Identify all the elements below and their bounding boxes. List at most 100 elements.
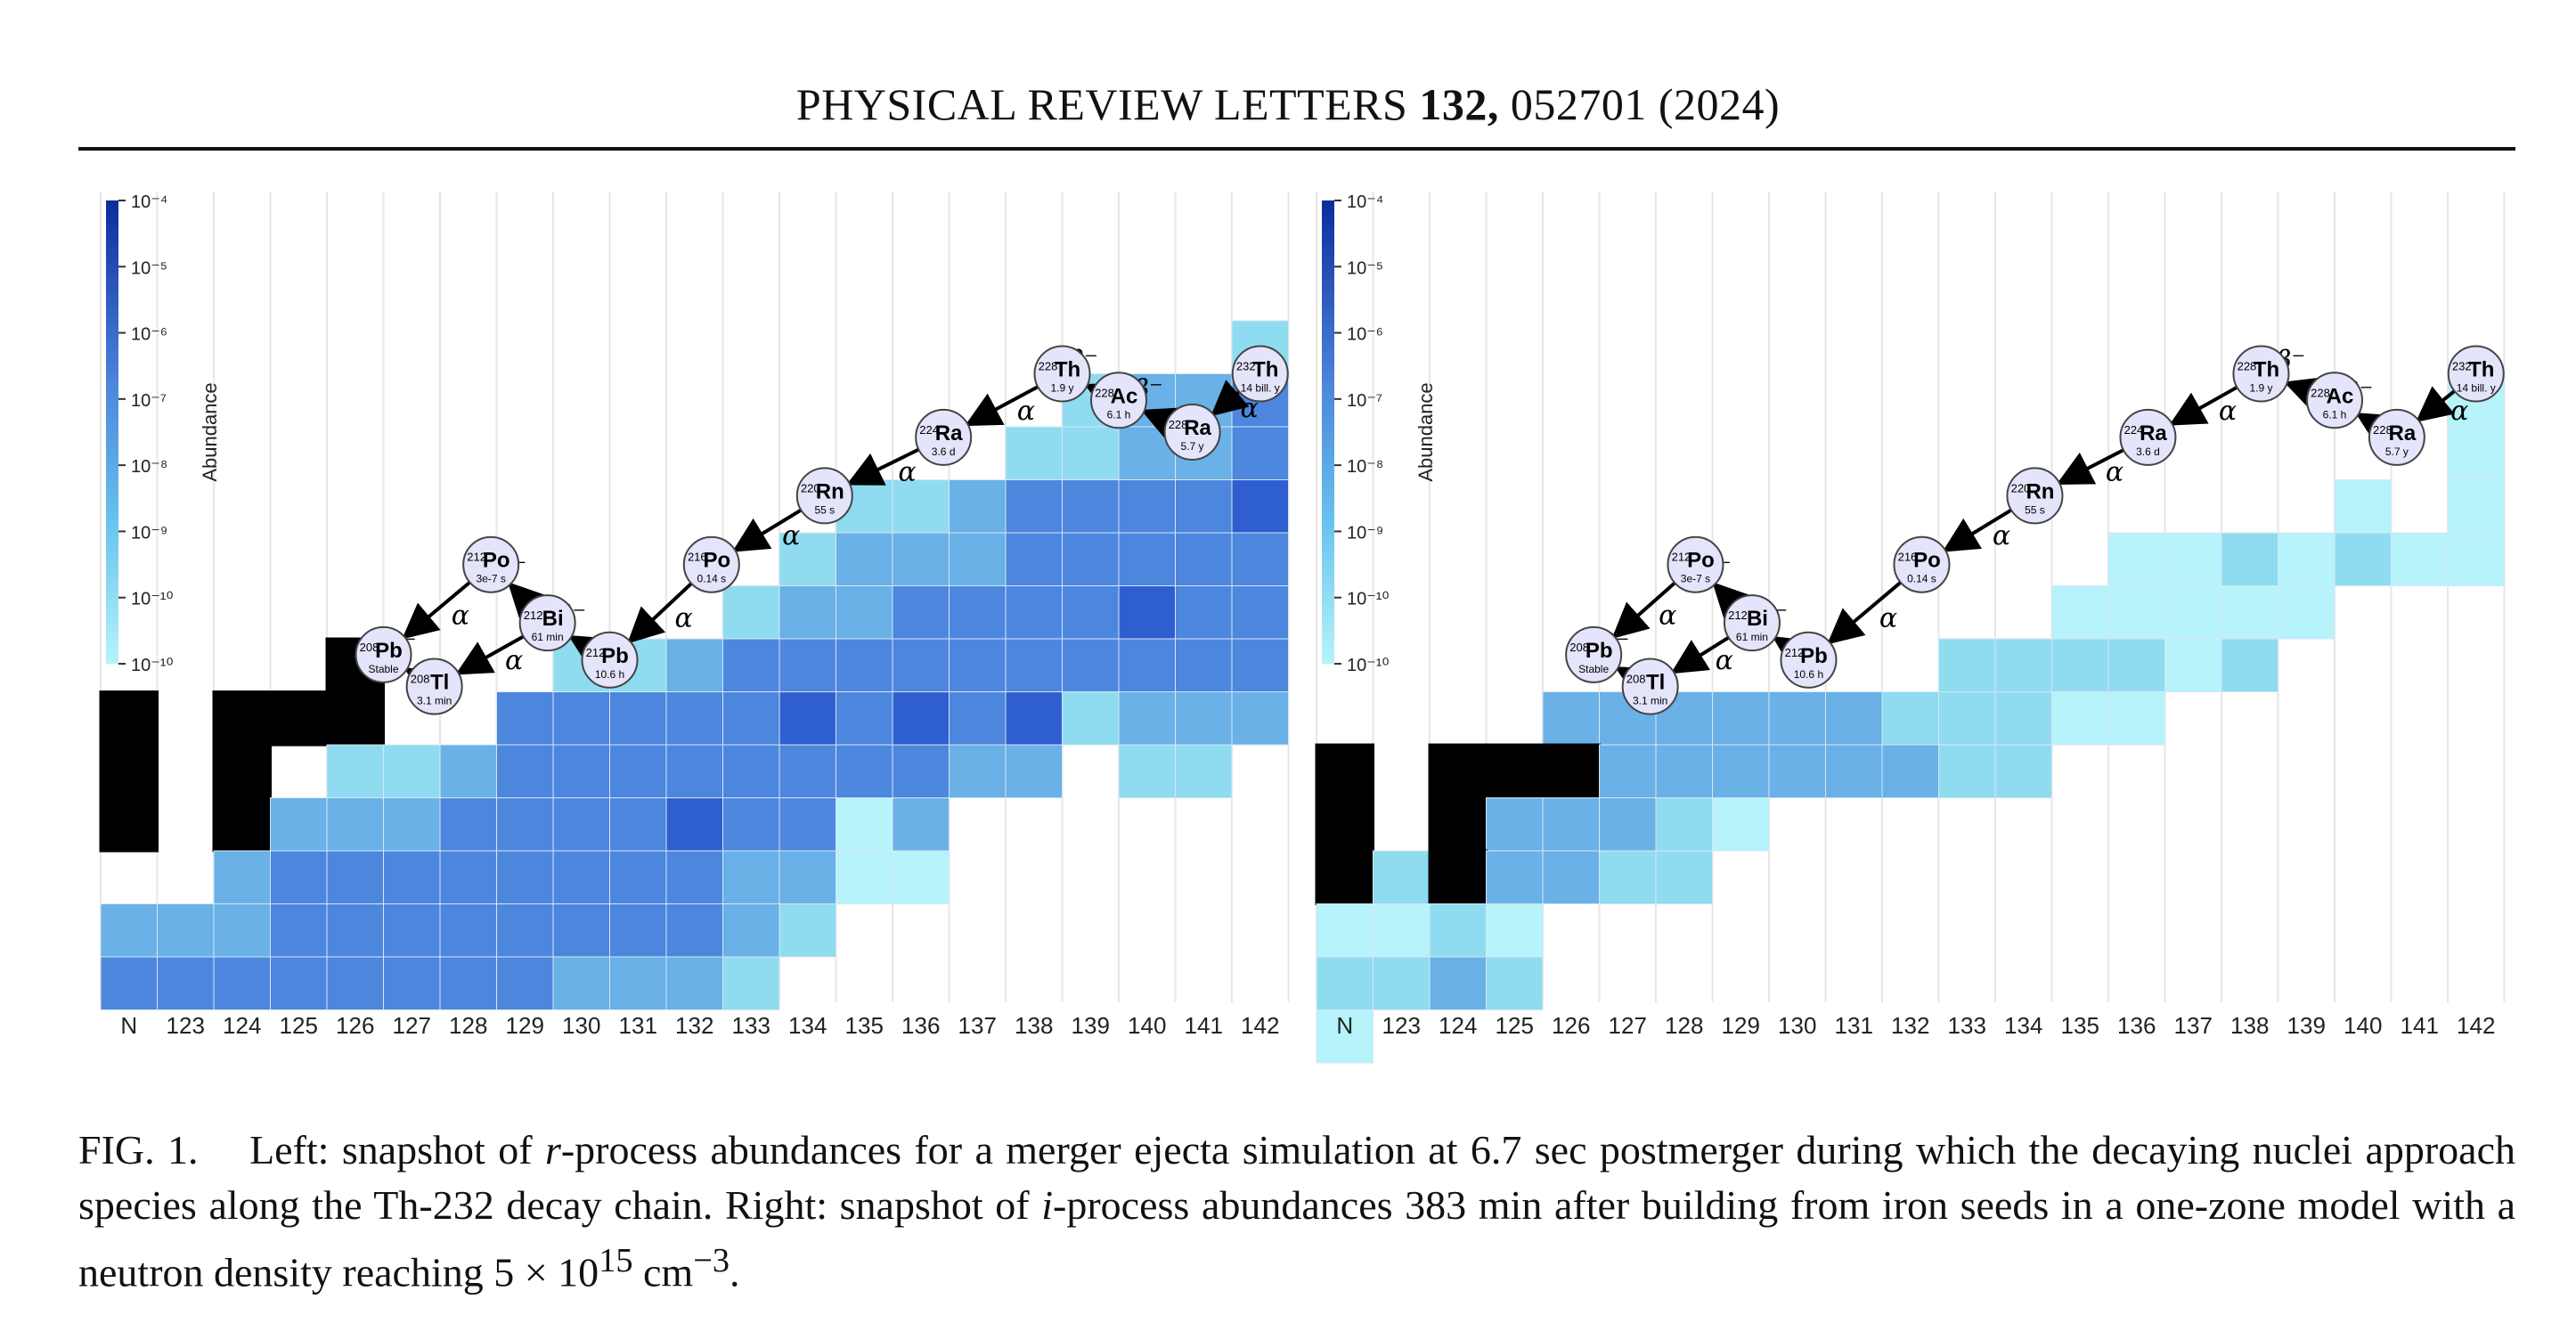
decay-arrow [2283, 377, 2324, 412]
nucleus-halflife: 3.1 min [1633, 695, 1667, 707]
x-tick-label: 137 [958, 1012, 997, 1039]
x-tick-label: 124 [223, 1012, 261, 1039]
alpha-label: α [898, 457, 916, 488]
abundance-cell [99, 743, 159, 799]
abundance-cell [665, 691, 723, 746]
x-tick-label: 136 [901, 1012, 940, 1039]
abundance-cell [2051, 638, 2109, 692]
colorbar-label: Abundance [199, 382, 221, 481]
caption-text-5: . [730, 1249, 740, 1295]
abundance-cell [383, 956, 441, 1010]
nucleus-symbol: Tl [430, 671, 449, 695]
colorbar-tick-label: 10⁻⁴ [1347, 192, 1383, 212]
abundance-cell [722, 956, 780, 1010]
abundance-cell [779, 744, 836, 798]
abundance-cell [949, 532, 1007, 586]
abundance-cell [213, 903, 271, 958]
caption-text-3: -process abundances 383 min after buildi… [78, 1182, 2516, 1295]
nucleus-po216 [682, 535, 740, 593]
abundance-cell [1315, 849, 1374, 905]
abundance-cell [100, 903, 158, 958]
alpha-label: α [2219, 396, 2237, 427]
decay-arrow [1670, 635, 1730, 674]
abundance-cell [1175, 691, 1233, 746]
abundance-cell [2164, 585, 2222, 640]
decay-arrow [2355, 413, 2395, 446]
decay-arrow [455, 634, 525, 675]
article-number: 052701 (2024) [1510, 79, 1781, 129]
abundance-cell [1542, 850, 1600, 904]
x-tick-label: 123 [1382, 1012, 1421, 1039]
abundance-cell [1231, 426, 1289, 480]
abundance-cell [552, 850, 610, 904]
abundance-cell [779, 691, 836, 746]
abundance-cell [609, 797, 667, 852]
abundance-cell [326, 744, 384, 798]
abundance-cell [2107, 585, 2165, 640]
colorbar-tick-label: 10⁻⁸ [1347, 457, 1383, 477]
abundance-cell [326, 956, 384, 1010]
nucleus-mass: 228 [2373, 423, 2393, 437]
abundance-cell [439, 744, 497, 798]
nucleus-mass: 208 [1626, 673, 1646, 686]
abundance-cell [1062, 426, 1120, 480]
x-tick-label: 137 [2174, 1012, 2213, 1039]
abundance-cell [1062, 532, 1120, 586]
nucleus-mass: 212 [467, 551, 486, 564]
abundance-cell [326, 903, 384, 958]
abundance-cell [836, 797, 893, 852]
x-tick-label: 142 [2457, 1012, 2495, 1039]
abundance-cell [1428, 743, 1488, 799]
abundance-cell [779, 532, 836, 586]
nucleus-symbol: Ra [1184, 416, 1211, 440]
abundance-cell [439, 903, 497, 958]
nucleus-mass: 228 [1039, 360, 1058, 373]
decay-arrow [2168, 385, 2238, 426]
nucleus-symbol: Ac [1111, 384, 1138, 408]
nucleus-mass: 224 [2124, 423, 2144, 437]
abundance-cell [1486, 850, 1544, 904]
decay-arrow [627, 582, 693, 644]
abundance-cell [2278, 585, 2336, 640]
abundance-cell [609, 956, 667, 1010]
abundance-cell [325, 690, 385, 747]
abundance-cell [2391, 532, 2449, 586]
nucleus-mass: 228 [2238, 360, 2257, 373]
caption-exp2: −3 [693, 1242, 730, 1279]
nucleus-mass: 212 [524, 609, 543, 622]
abundance-cell [1175, 532, 1233, 586]
abundance-cell [892, 585, 950, 640]
nucleus-symbol: Th [1252, 358, 1278, 382]
abundance-cell [2051, 585, 2109, 640]
abundance-cell [2221, 638, 2278, 692]
nucleus-halflife: 3e-7 s [476, 573, 505, 585]
abundance-cell [949, 479, 1007, 534]
x-tick-label: 126 [336, 1012, 374, 1039]
abundance-cell [779, 797, 836, 852]
alpha-label: α [1017, 396, 1035, 427]
nucleus-ra228 [2368, 408, 2425, 466]
abundance-cell [1315, 797, 1374, 853]
nucleus-bi212 [518, 594, 576, 652]
alpha-label: α [1993, 520, 2010, 552]
abundance-cell [383, 744, 441, 798]
abundance-cell [1768, 744, 1826, 798]
caption-r: r [544, 1127, 561, 1172]
nucleus-halflife: 3.1 min [417, 695, 452, 707]
colorbar-tick-label: 10⁻⁸ [131, 457, 167, 477]
abundance-cell [1373, 903, 1431, 958]
nucleus-pb212 [581, 631, 639, 689]
abundance-cell [552, 797, 610, 852]
abundance-cell [1655, 850, 1713, 904]
nucleus-mass: 212 [1672, 551, 1692, 564]
abundance-cell [496, 850, 554, 904]
decay-arrow [1140, 407, 1181, 441]
abundance-cell [270, 797, 328, 852]
nucleus-symbol: Po [703, 549, 730, 573]
nucleus-po212 [1667, 535, 1724, 593]
nucleus-th232 [2447, 345, 2505, 403]
abundance-cell [1373, 956, 1431, 1010]
x-tick-label: 138 [1015, 1012, 1053, 1039]
abundance-cell [1118, 585, 1176, 640]
nucleus-symbol: Po [1913, 549, 1941, 573]
